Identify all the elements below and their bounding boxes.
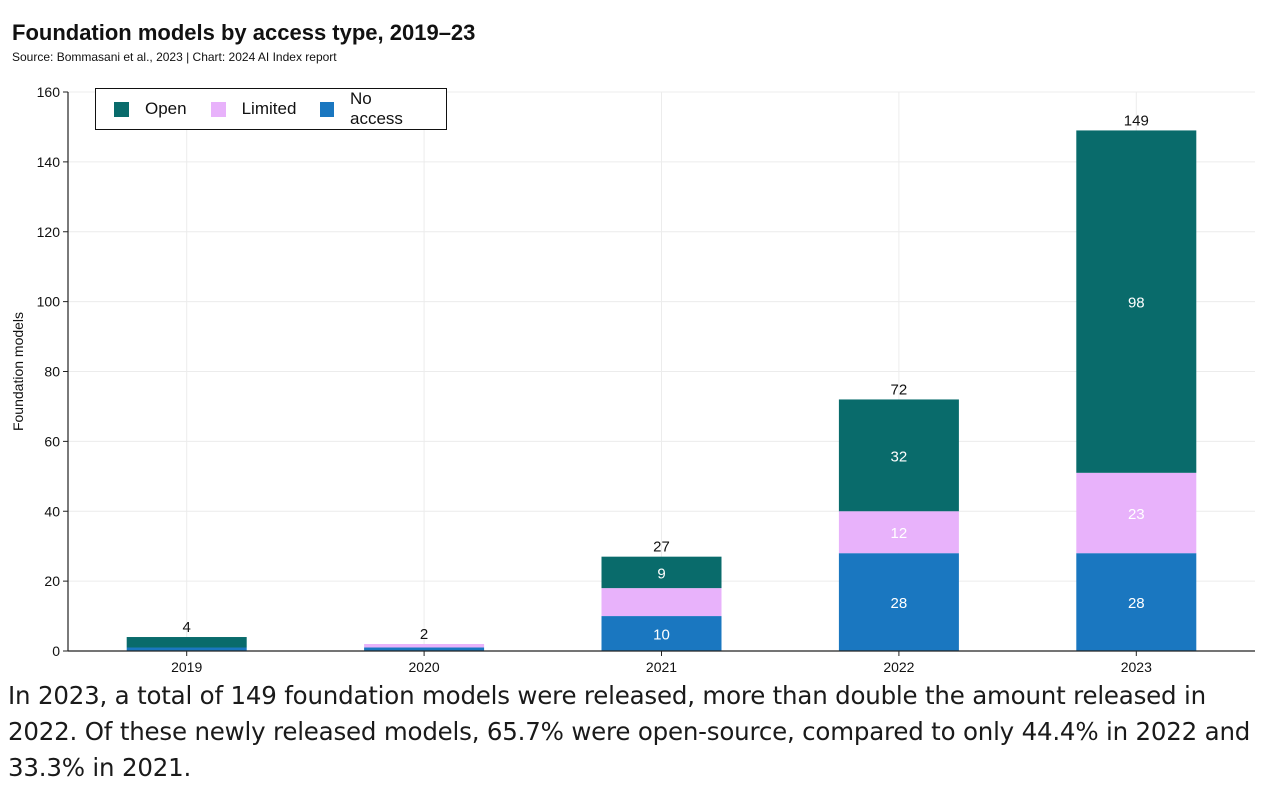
stacked-bar-chart: 0 20 40 60 80 100 120 140 160 2019 2020 2021 2022 202… <box>10 84 1255 675</box>
chart-legend: Open Limited No access <box>95 88 447 130</box>
legend-label-open: Open <box>145 99 187 118</box>
legend-item-limited: Limited <box>210 99 297 119</box>
segment-value-label: 98 <box>1128 295 1145 312</box>
total-value-label: 72 <box>891 381 908 398</box>
y-tick-label: 0 <box>52 643 60 659</box>
total-value-label: 4 <box>183 619 191 636</box>
bar-segment-open <box>838 399 959 512</box>
bar-segment-no-access <box>364 647 485 651</box>
bar-segment-no-access <box>601 616 722 651</box>
y-tick-label: 60 <box>44 433 60 449</box>
y-axis-title: Foundation models <box>10 312 26 431</box>
legend-swatch-limited <box>210 101 226 117</box>
legend-swatch-open <box>114 101 129 117</box>
y-tick-label: 140 <box>37 154 61 170</box>
total-value-label: 27 <box>653 539 670 556</box>
y-tick-label: 20 <box>44 573 60 589</box>
bars <box>126 130 1197 651</box>
axes: 0 20 40 60 80 100 120 140 160 2019 2020 2021 2022 202… <box>10 84 1255 675</box>
y-tick-label: 160 <box>37 84 61 100</box>
total-value-label: 149 <box>1124 112 1149 129</box>
legend-label-limited: Limited <box>241 99 297 118</box>
x-tick-label: 2021 <box>646 659 677 675</box>
bar-segment-limited <box>838 511 959 554</box>
segment-value-label: 28 <box>1128 595 1145 612</box>
segment-value-label: 32 <box>891 448 908 465</box>
y-tick-label: 120 <box>37 224 61 240</box>
segment-value-label: 10 <box>653 627 670 644</box>
legend-item-open: Open <box>114 99 187 119</box>
x-tick-label: 2023 <box>1121 659 1152 675</box>
bar-segment-limited <box>364 644 485 648</box>
x-tick-label: 2020 <box>409 659 440 675</box>
total-value-label: 2 <box>420 626 428 643</box>
chart-caption: In 2023, a total of 149 foundation model… <box>8 681 1251 782</box>
y-tick-label: 80 <box>44 364 60 380</box>
chart-source: Source: Bommasani et al., 2023 | Chart: … <box>12 50 337 64</box>
legend-swatch-no-access <box>320 101 335 117</box>
segment-value-label: 12 <box>891 525 908 542</box>
y-tick-label: 40 <box>44 503 60 519</box>
bar-segment-limited <box>1076 472 1197 554</box>
x-tick-label: 2019 <box>171 659 202 675</box>
bar-segment-no-access <box>1076 553 1197 651</box>
segment-value-label: 9 <box>657 565 665 582</box>
bar-segment-no-access <box>126 647 247 651</box>
data-labels: 4 2 10 9 27 28 12 32 72 28 23 98 149 <box>183 112 1149 643</box>
bar-segment-no-access <box>838 553 959 651</box>
segment-value-label: 23 <box>1128 506 1145 523</box>
bar-segment-open <box>126 637 247 648</box>
bar-segment-open <box>1076 130 1197 473</box>
legend-label-no-access: No access <box>350 89 403 128</box>
x-tick-label: 2022 <box>883 659 914 675</box>
y-tick-label: 100 <box>37 294 61 310</box>
bar-segment-limited <box>601 588 722 617</box>
bar-segment-open <box>601 556 722 589</box>
segment-value-label: 28 <box>891 595 908 612</box>
chart-title: Foundation models by access type, 2019–2… <box>12 20 476 45</box>
legend-item-no-access: No access <box>320 89 422 129</box>
